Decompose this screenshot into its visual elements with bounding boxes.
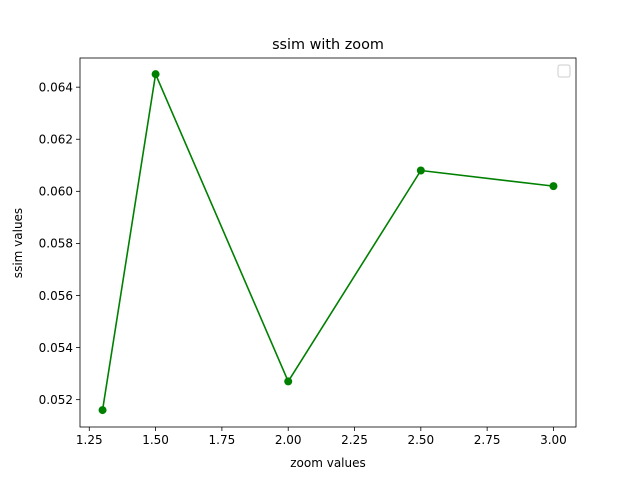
x-tick-label: 2.25 — [341, 433, 368, 447]
y-tick-label: 0.062 — [39, 133, 73, 147]
legend-box — [557, 64, 571, 78]
y-tick-label: 0.058 — [39, 237, 73, 251]
x-axis-label: zoom values — [290, 456, 366, 470]
plot-area: 1.25 1.50 1.75 2.00 2.25 2.50 2.75 3.00 0.052 0.0… — [39, 57, 577, 447]
data-point — [416, 166, 425, 175]
data-point — [549, 182, 558, 191]
y-tick-label: 0.056 — [39, 289, 73, 303]
data-point — [98, 406, 107, 415]
chart-title: ssim with zoom — [272, 37, 384, 53]
y-tick-label: 0.064 — [39, 80, 73, 94]
data-point — [284, 377, 293, 386]
x-tick-label: 1.50 — [142, 433, 169, 447]
y-tick-label: 0.054 — [39, 341, 73, 355]
data-point — [151, 70, 160, 79]
x-tick-label: 1.25 — [76, 433, 103, 447]
y-axis-label: ssim values — [11, 208, 25, 278]
x-tick-label: 2.50 — [407, 433, 434, 447]
x-tick-label: 1.75 — [209, 433, 236, 447]
x-tick-label: 2.75 — [474, 433, 501, 447]
y-tick-label: 0.052 — [39, 393, 73, 407]
x-tick-label: 2.00 — [275, 433, 302, 447]
axes-frame — [79, 57, 577, 428]
x-tick-label: 3.00 — [540, 433, 567, 447]
y-tick-label: 0.060 — [39, 185, 73, 199]
